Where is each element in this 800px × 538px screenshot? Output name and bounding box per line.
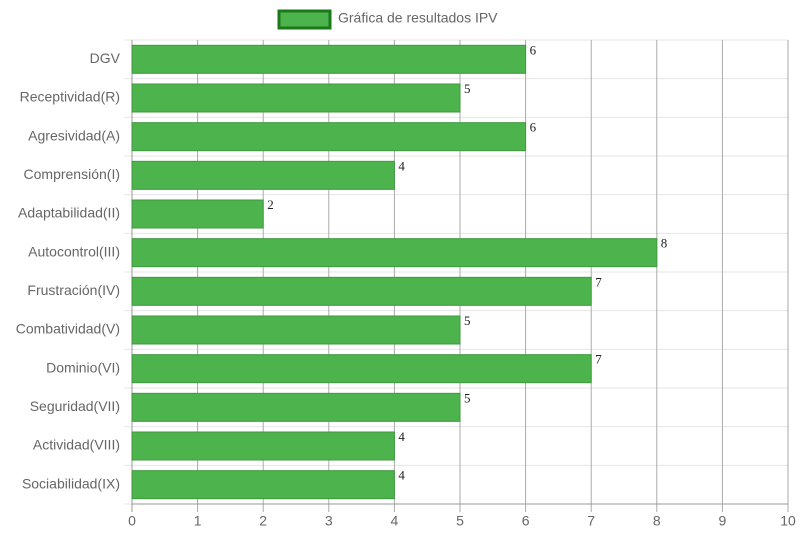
bar — [131, 199, 264, 229]
bar — [131, 431, 395, 461]
value-label: 5 — [464, 81, 471, 96]
bar — [131, 160, 395, 190]
value-label: 8 — [661, 236, 668, 251]
y-tick-label: Autocontrol(III) — [28, 243, 120, 259]
bar — [131, 470, 395, 500]
y-tick-label: Agresividad(A) — [28, 127, 120, 143]
x-tick-label: 1 — [194, 513, 202, 529]
y-tick-label: Receptividad(R) — [20, 89, 120, 105]
x-tick-label: 6 — [522, 513, 530, 529]
bar — [131, 83, 461, 113]
x-tick-label: 7 — [587, 513, 595, 529]
y-tick-label: Adaptabilidad(II) — [18, 205, 120, 221]
y-tick-label: Comprensión(I) — [24, 166, 120, 182]
bar — [131, 238, 658, 268]
legend-swatch — [277, 9, 332, 30]
y-tick-label: Seguridad(VII) — [30, 398, 120, 414]
value-label: 5 — [464, 390, 471, 405]
x-tick-label: 3 — [325, 513, 333, 529]
x-tick-label: 4 — [391, 513, 399, 529]
bar — [131, 392, 461, 422]
x-tick-label: 10 — [780, 513, 796, 529]
value-label: 7 — [595, 274, 602, 289]
x-tick-label: 0 — [128, 513, 136, 529]
bar — [131, 354, 592, 384]
x-tick-label: 8 — [653, 513, 661, 529]
y-tick-label: Dominio(VI) — [46, 359, 120, 375]
value-label: 2 — [267, 197, 274, 212]
bar — [131, 122, 527, 152]
y-tick-label: Sociabilidad(IX) — [22, 475, 120, 491]
value-label: 5 — [464, 313, 471, 328]
legend-label: Gráfica de resultados IPV — [338, 10, 498, 26]
value-label: 7 — [595, 352, 602, 367]
value-label: 6 — [530, 42, 537, 57]
y-tick-label: Actividad(VIII) — [33, 437, 120, 453]
value-label: 4 — [398, 158, 405, 173]
bar — [131, 44, 527, 74]
x-tick-label: 2 — [259, 513, 267, 529]
value-label: 6 — [530, 120, 537, 135]
y-tick-label: Combatividad(V) — [16, 321, 120, 337]
value-label: 4 — [398, 429, 405, 444]
x-tick-label: 9 — [719, 513, 727, 529]
bar — [131, 315, 461, 345]
bar — [131, 276, 592, 306]
value-label: 4 — [398, 468, 405, 483]
y-tick-label: DGV — [90, 50, 121, 66]
y-tick-label: Frustración(IV) — [27, 282, 120, 298]
x-tick-label: 5 — [456, 513, 464, 529]
